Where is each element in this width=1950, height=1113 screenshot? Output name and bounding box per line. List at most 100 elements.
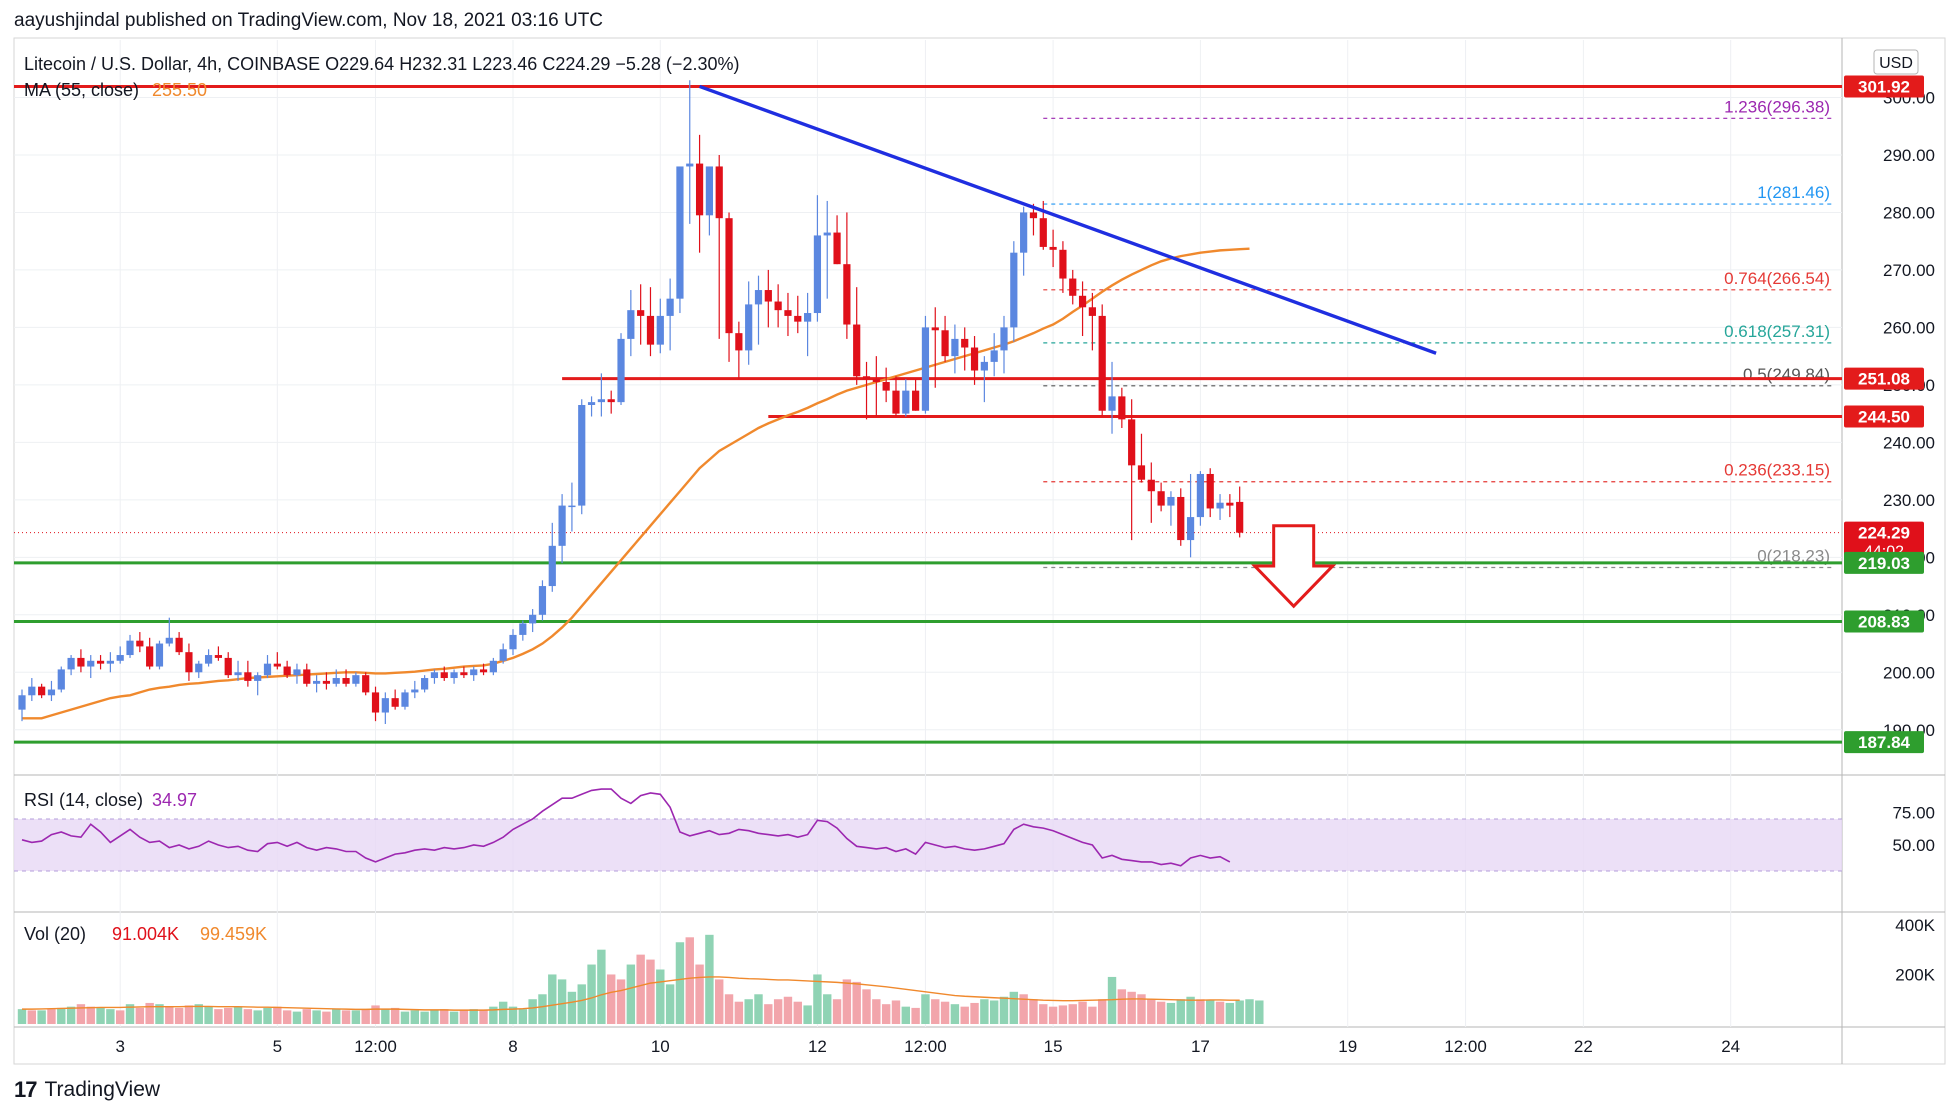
candle-body <box>1069 278 1077 296</box>
volume-bar <box>646 959 655 1024</box>
x-tick-label: 19 <box>1338 1037 1357 1056</box>
volume-bar <box>970 1002 979 1024</box>
volume-bar <box>734 1001 744 1024</box>
candle-body <box>1108 396 1116 411</box>
price-tick-label: 230.00 <box>1883 491 1935 510</box>
volume-bar <box>832 999 842 1024</box>
candle-body <box>87 660 95 667</box>
candle-body <box>411 689 419 693</box>
x-tick-label: 3 <box>115 1037 124 1056</box>
candle-body <box>1216 502 1224 509</box>
candle-body <box>1226 502 1234 506</box>
candle-body <box>362 675 370 693</box>
candle-body <box>342 678 350 684</box>
volume-bar <box>626 964 636 1024</box>
moving-average-line <box>22 247 1250 720</box>
volume-bar <box>587 964 596 1024</box>
candle-body <box>951 338 959 357</box>
volume-bar <box>665 984 675 1024</box>
price-badge <box>1844 521 1924 562</box>
candle-body <box>921 327 930 411</box>
volume-bar <box>1098 999 1107 1024</box>
candle-body <box>637 310 645 316</box>
price-tick-label: 260.00 <box>1883 318 1935 337</box>
volume-bar <box>921 994 930 1024</box>
price-tick-label: 280.00 <box>1883 203 1935 222</box>
price-badge <box>1844 75 1924 98</box>
candle-body <box>391 698 399 707</box>
candle-body <box>902 390 910 414</box>
volume-bar <box>754 994 763 1024</box>
candle-body <box>116 655 124 661</box>
tradingview-footer[interactable]: 17 TradingView <box>14 1077 160 1103</box>
price-badge <box>1844 610 1924 633</box>
candle-body <box>695 163 704 216</box>
volume-bar <box>86 1006 95 1024</box>
candle-body <box>872 379 880 383</box>
volume-bar <box>204 1006 213 1024</box>
ma-legend-label: MA (55, close) <box>24 80 139 100</box>
candle-body <box>175 637 183 653</box>
candle-body <box>892 390 900 414</box>
volume-bar <box>901 1006 910 1024</box>
candle-body <box>460 672 468 676</box>
candle-body <box>538 586 547 615</box>
volume-bar <box>194 1004 203 1024</box>
rsi-legend-value: 34.97 <box>152 790 197 810</box>
price-badge <box>1844 551 1924 574</box>
x-tick-label: 12:00 <box>354 1037 397 1056</box>
volume-bar <box>400 1011 410 1024</box>
volume-bar <box>538 994 547 1024</box>
price-tick-label: 270.00 <box>1883 261 1935 280</box>
volume-bar <box>675 942 685 1024</box>
candle-body <box>764 290 772 302</box>
publisher-caption: aayushjindal published on TradingView.co… <box>14 10 604 31</box>
volume-bar <box>282 1010 292 1024</box>
volume-bar <box>1245 999 1254 1024</box>
candle-body <box>185 652 193 673</box>
candle-body <box>313 680 321 684</box>
candle-body <box>725 218 733 334</box>
volume-bar <box>980 999 989 1024</box>
volume-bar <box>764 1004 773 1024</box>
x-tick-label: 8 <box>508 1037 517 1056</box>
candle-body <box>57 669 65 690</box>
volume-bar <box>17 1009 27 1024</box>
volume-bar <box>1019 994 1028 1024</box>
volume-bar <box>1117 989 1127 1024</box>
candle-body <box>1177 496 1185 541</box>
candle-body <box>1206 473 1214 509</box>
volume-bar <box>489 1006 498 1024</box>
volume-tick-label: 200K <box>1895 965 1935 984</box>
candle-body <box>224 657 232 676</box>
currency-box <box>1873 49 1919 75</box>
candle-body <box>509 634 517 650</box>
candle-body <box>656 315 664 345</box>
volume-bar <box>1009 991 1019 1024</box>
candle-body <box>705 166 713 216</box>
volume-bar <box>1196 999 1205 1024</box>
candle-body <box>18 695 26 710</box>
candle-body <box>322 680 331 684</box>
price-tick-label: 240.00 <box>1883 433 1935 452</box>
volume-bar <box>1215 1001 1225 1024</box>
volume-bar <box>960 1006 969 1024</box>
volume-bar <box>1206 1000 1215 1024</box>
candle-body <box>548 545 556 587</box>
volume-bar <box>145 1002 154 1024</box>
candle-body <box>1098 315 1106 411</box>
candle-body <box>1059 249 1067 279</box>
volume-bar <box>96 1007 105 1024</box>
volume-bar <box>1039 1004 1048 1024</box>
volume-bar <box>449 1011 459 1024</box>
candle-body <box>1010 252 1018 328</box>
candle-body <box>195 663 203 673</box>
candle-body <box>833 232 841 265</box>
candle-body <box>303 669 311 684</box>
price-badge-value: 244.50 <box>1858 407 1910 426</box>
candle-body <box>1157 491 1165 506</box>
volume-legend-value: 91.004K <box>112 924 179 944</box>
candle-body <box>489 660 497 673</box>
volume-bar <box>597 949 606 1024</box>
